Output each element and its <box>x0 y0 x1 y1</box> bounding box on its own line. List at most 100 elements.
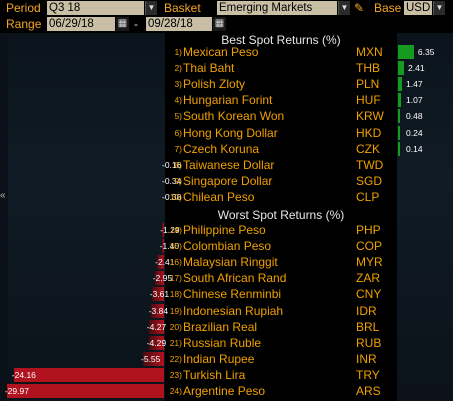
table-row[interactable]: -4.29 21) Russian Ruble RUB <box>0 335 453 351</box>
period-dropdown-icon[interactable]: ▼ <box>145 1 157 15</box>
return-value: -4.27 <box>146 321 167 332</box>
currency-code[interactable]: RUB <box>356 335 382 350</box>
table-row[interactable]: -2.41 16) Malaysian Ringgit MYR <box>0 254 453 270</box>
rank-number: 9) <box>174 175 182 186</box>
currency-name[interactable]: Indian Rupee <box>183 351 255 366</box>
currency-code[interactable]: SGD <box>356 173 383 188</box>
rank-number: 1) <box>174 47 182 57</box>
table-row[interactable]: -5.55 22) Indian Rupee INR <box>0 351 453 367</box>
chevron-left-icon[interactable]: « <box>0 190 6 201</box>
currency-name[interactable]: Hungarian Forint <box>183 93 273 108</box>
currency-code[interactable]: CLP <box>356 189 380 204</box>
table-row[interactable]: -0.34 9) Singapore Dollar SGD <box>0 173 453 189</box>
currency-code[interactable]: IDR <box>356 303 377 318</box>
table-row[interactable]: -0.38 10) Chilean Peso CLP <box>0 189 453 205</box>
table-row[interactable]: 0.24 6) Hong Kong Dollar HKD <box>0 125 453 141</box>
negative-return-bar <box>162 223 164 237</box>
currency-code[interactable]: HUF <box>356 93 381 108</box>
table-row[interactable]: -2.95 17) South African Rand ZAR <box>0 270 453 286</box>
period-select[interactable]: Q3 18 <box>47 1 144 15</box>
return-value: -1.29 <box>160 225 180 235</box>
rank-number: 5) <box>174 111 182 122</box>
table-row[interactable]: 2.41 2) Thai Baht THB <box>0 60 453 76</box>
currency-code[interactable]: TRY <box>356 367 380 382</box>
currency-name[interactable]: Chilean Peso <box>183 189 255 204</box>
positive-return-bar <box>398 109 400 124</box>
currency-code[interactable]: BRL <box>356 319 380 334</box>
worst-returns-heading: Worst Spot Returns (%) <box>217 208 345 222</box>
calendar-icon[interactable]: ▦ <box>116 17 129 31</box>
currency-code[interactable]: TWD <box>356 157 384 172</box>
negative-return-bar <box>143 351 164 366</box>
currency-name[interactable]: Mexican Peso <box>183 45 259 59</box>
range-separator: - <box>134 17 138 31</box>
currency-code[interactable]: PLN <box>356 77 380 92</box>
currency-name[interactable]: Argentine Peso <box>183 384 266 398</box>
return-value: -0.34 <box>162 175 182 186</box>
basket-dropdown-icon[interactable]: ▼ <box>338 1 350 15</box>
return-value: 0.24 <box>406 127 423 138</box>
currency-code[interactable]: PHP <box>356 223 381 237</box>
positive-bar-pane <box>397 33 453 401</box>
base-select[interactable]: USD <box>404 1 432 15</box>
currency-code[interactable]: MXN <box>356 45 383 59</box>
rank-number: 6) <box>174 127 182 138</box>
table-row[interactable]: -24.16 23) Turkish Lira TRY <box>0 367 453 383</box>
return-value: 6.35 <box>417 47 435 57</box>
table-row[interactable]: -0.16 8) Taiwanese Dollar TWD <box>0 157 453 173</box>
currency-code[interactable]: ARS <box>356 384 381 398</box>
table-row[interactable]: -3.84 19) Indonesian Rupiah IDR <box>0 303 453 319</box>
table-row[interactable]: -1.29 14) Philippine Peso PHP <box>0 222 453 238</box>
range-start-input[interactable]: 06/29/18 <box>47 17 115 31</box>
calendar-icon[interactable]: ▦ <box>213 17 226 31</box>
return-value: -0.16 <box>162 159 182 170</box>
currency-name[interactable]: Indonesian Rupiah <box>183 303 284 318</box>
currency-code[interactable]: MYR <box>356 255 383 270</box>
currency-name[interactable]: Turkish Lira <box>183 367 246 382</box>
currency-name[interactable]: Russian Ruble <box>183 335 262 350</box>
negative-return-bar <box>148 319 164 334</box>
return-value: 0.48 <box>406 111 423 122</box>
basket-select[interactable]: Emerging Markets <box>217 1 337 15</box>
rank-number: 4) <box>174 95 182 106</box>
currency-name[interactable]: Chinese Renminbi <box>183 287 282 302</box>
table-row[interactable]: 1.07 4) Hungarian Forint HUF <box>0 92 453 108</box>
table-row[interactable]: -1.40 15) Colombian Peso COP <box>0 238 453 254</box>
edit-pencil-icon[interactable]: ✎ <box>354 1 365 15</box>
currency-name[interactable]: South Korean Won <box>183 109 285 124</box>
currency-code[interactable]: KRW <box>356 109 384 124</box>
currency-name[interactable]: Taiwanese Dollar <box>183 157 275 172</box>
currency-code[interactable]: INR <box>356 351 377 366</box>
table-row[interactable]: -29.97 24) Argentine Peso ARS <box>0 383 453 399</box>
return-value: -3.61 <box>149 289 170 300</box>
currency-name[interactable]: Philippine Peso <box>183 223 266 237</box>
rank-number: 15) <box>169 241 182 252</box>
currency-name[interactable]: Czech Koruna <box>183 141 260 156</box>
table-row[interactable]: 0.14 7) Czech Koruna CZK <box>0 141 453 157</box>
currency-name[interactable]: Singapore Dollar <box>183 173 273 188</box>
currency-name[interactable]: Polish Zloty <box>183 77 246 92</box>
currency-name[interactable]: Malaysian Ringgit <box>183 255 278 270</box>
currency-code[interactable]: ZAR <box>356 271 380 286</box>
currency-name[interactable]: Hong Kong Dollar <box>183 125 278 140</box>
return-value: -29.97 <box>4 386 29 396</box>
range-end-input[interactable]: 09/28/18 <box>146 17 212 31</box>
currency-code[interactable]: COP <box>356 239 383 254</box>
currency-name[interactable]: Thai Baht <box>183 61 235 76</box>
currency-code[interactable]: THB <box>356 61 380 76</box>
currency-name[interactable]: South African Rand <box>183 271 287 286</box>
base-dropdown-icon[interactable]: ▼ <box>433 1 445 15</box>
currency-code[interactable]: CZK <box>356 141 380 156</box>
positive-return-bar <box>398 61 405 76</box>
base-label: Base <box>374 1 402 15</box>
currency-name[interactable]: Brazilian Real <box>183 319 258 334</box>
table-row[interactable]: 0.48 5) South Korean Won KRW <box>0 108 453 124</box>
table-row[interactable]: 1.47 3) Polish Zloty PLN <box>0 76 453 92</box>
negative-return-bar <box>151 287 164 302</box>
table-row[interactable]: 6.35 1) Mexican Peso MXN <box>0 44 453 60</box>
currency-code[interactable]: CNY <box>356 287 382 302</box>
table-row[interactable]: -4.27 20) Brazilian Real BRL <box>0 319 453 335</box>
currency-name[interactable]: Colombian Peso <box>183 239 272 254</box>
table-row[interactable]: -3.61 18) Chinese Renminbi CNY <box>0 286 453 302</box>
currency-code[interactable]: HKD <box>356 125 382 140</box>
